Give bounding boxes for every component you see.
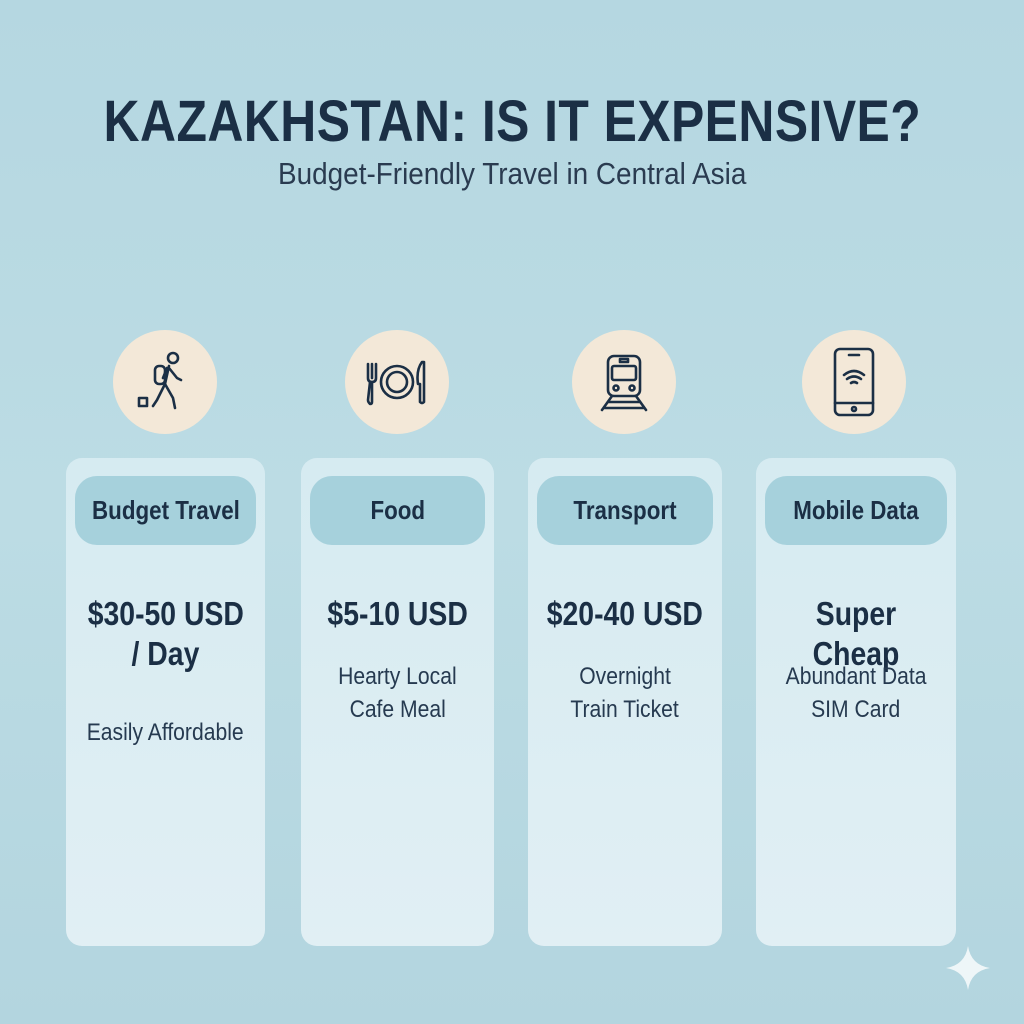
category-pill: Food bbox=[310, 476, 485, 545]
icon-circle bbox=[113, 330, 217, 434]
description: Easily Affordable bbox=[87, 719, 244, 746]
smartphone-wifi-icon bbox=[833, 347, 875, 417]
description: Abundant Data SIM Card bbox=[785, 663, 927, 723]
card-body: Budget Travel $30-50 USD / Day Easily Aff… bbox=[66, 458, 265, 946]
price: Super Cheap bbox=[812, 595, 900, 672]
icon-circle bbox=[572, 330, 676, 434]
price: $5-10 USD bbox=[327, 595, 468, 632]
card-body: Food $5-10 USD Hearty Local Cafe Meal bbox=[301, 458, 494, 946]
category-pill: Mobile Data bbox=[765, 476, 947, 545]
icon-circle bbox=[345, 330, 449, 434]
backpacker-icon bbox=[137, 351, 183, 410]
card-body: Mobile Data Super Cheap Abundant Data SIM… bbox=[756, 458, 956, 946]
price: $20-40 USD bbox=[546, 595, 704, 632]
icon-circle bbox=[802, 330, 906, 434]
plate-fork-knife-icon bbox=[366, 360, 426, 406]
card-body: Transport $20-40 USD Overnight Train Tick… bbox=[528, 458, 722, 946]
description: Overnight Train Ticket bbox=[570, 663, 680, 723]
description: Hearty Local Cafe Meal bbox=[338, 663, 457, 723]
price: $30-50 USD / Day bbox=[87, 595, 244, 672]
category-pill: Budget Travel bbox=[75, 476, 256, 545]
page-title: KAZAKHSTAN: IS IT EXPENSIVE? bbox=[103, 89, 921, 154]
page-subtitle: Budget-Friendly Travel in Central Asia bbox=[277, 156, 747, 191]
train-icon bbox=[600, 354, 648, 412]
category-pill: Transport bbox=[537, 476, 713, 545]
sparkle-icon bbox=[946, 946, 990, 990]
